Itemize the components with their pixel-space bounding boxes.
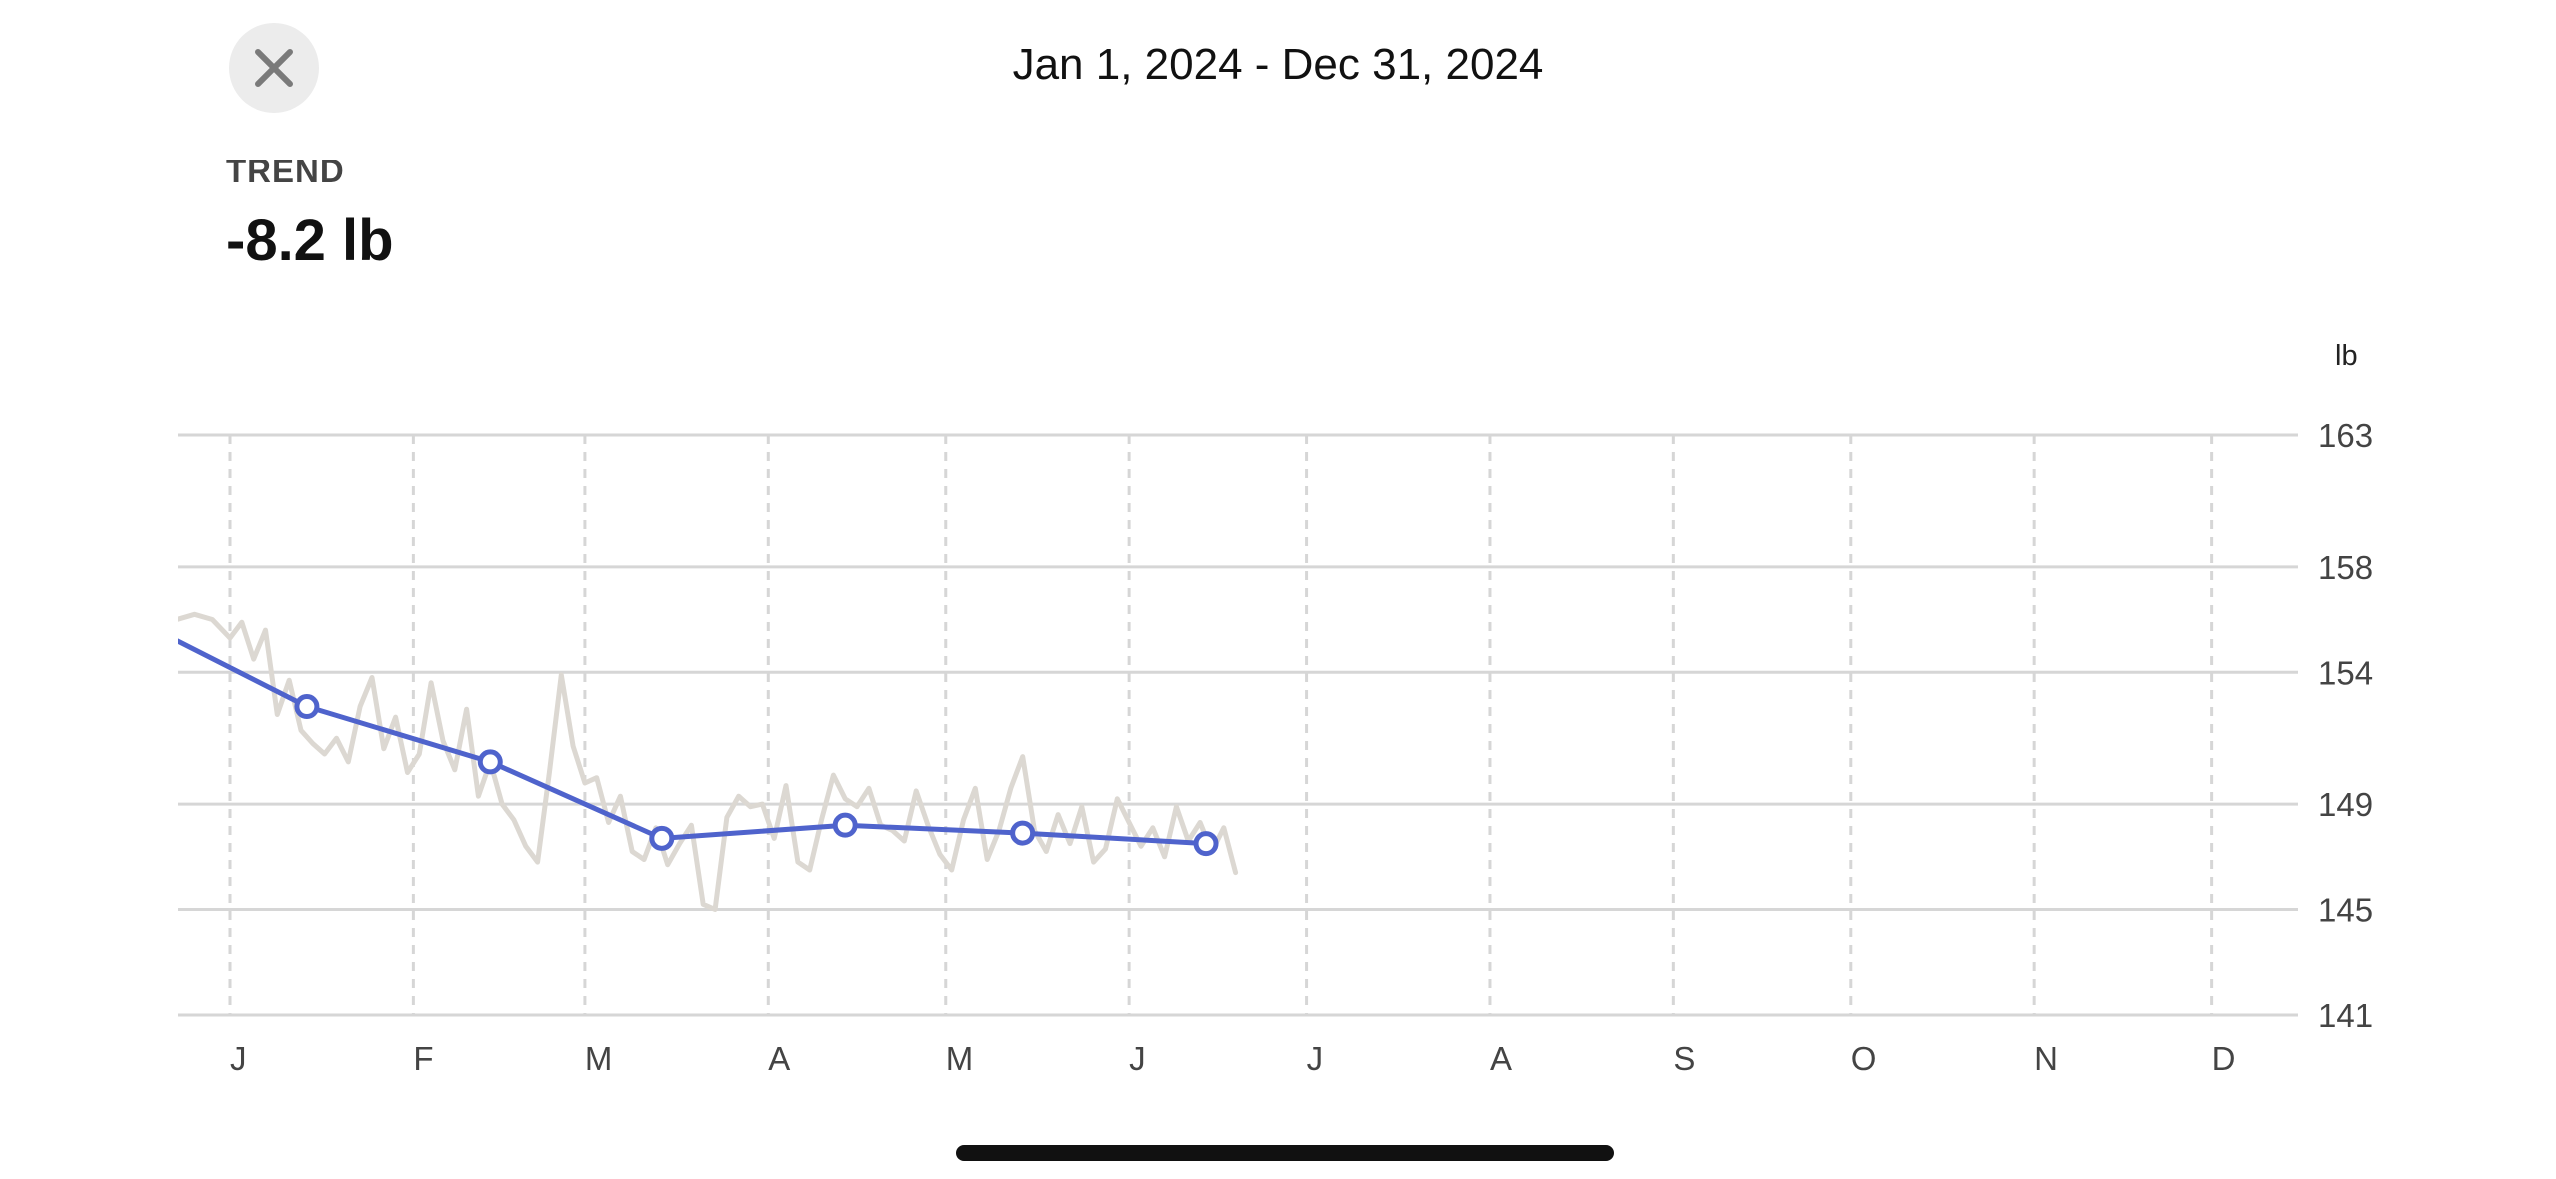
home-indicator xyxy=(956,1145,1614,1161)
trend-point[interactable] xyxy=(477,749,503,775)
x-tick-label: N xyxy=(2034,1040,2058,1077)
close-icon xyxy=(255,49,293,87)
date-range-title[interactable]: Jan 1, 2024 - Dec 31, 2024 xyxy=(1012,40,1544,89)
grid-layer xyxy=(178,433,2298,1017)
x-tick-label: J xyxy=(230,1040,247,1077)
trend-value: -8.2 lb xyxy=(226,208,394,273)
x-tick-label: D xyxy=(2212,1040,2236,1077)
y-tick-label: 154 xyxy=(2318,654,2373,691)
trend-series-layer xyxy=(178,638,1219,857)
x-tick-label: O xyxy=(1851,1040,1877,1077)
trend-point[interactable] xyxy=(649,825,675,851)
y-tick-label: 158 xyxy=(2318,549,2373,586)
y-tick-label: 145 xyxy=(2318,892,2373,929)
y-unit-label: lb xyxy=(2335,340,2358,372)
x-tick-label: A xyxy=(1490,1040,1512,1077)
trend-point[interactable] xyxy=(1010,820,1036,846)
x-tick-label: A xyxy=(768,1040,790,1077)
trend-point[interactable] xyxy=(1193,831,1219,857)
x-tick-label: J xyxy=(1307,1040,1324,1077)
close-button[interactable] xyxy=(229,23,319,113)
x-tick-label: J xyxy=(1129,1040,1146,1077)
trend-label: TREND xyxy=(226,160,345,189)
axis-label-layer: 163 158 154 149 145 141 J F M A M J J A S O N Dlb xyxy=(230,340,2373,1077)
x-tick-label: F xyxy=(413,1040,433,1077)
trend-point[interactable] xyxy=(832,812,858,838)
y-tick-label: 149 xyxy=(2318,786,2373,823)
x-tick-label: M xyxy=(946,1040,974,1077)
x-tick-label: S xyxy=(1673,1040,1695,1077)
x-tick-label: M xyxy=(585,1040,613,1077)
y-tick-label: 141 xyxy=(2318,997,2373,1034)
daily-series-layer xyxy=(178,611,1239,912)
trend-point[interactable] xyxy=(294,694,320,720)
daily-weight-line xyxy=(178,611,1239,912)
y-tick-label: 163 xyxy=(2318,417,2373,454)
